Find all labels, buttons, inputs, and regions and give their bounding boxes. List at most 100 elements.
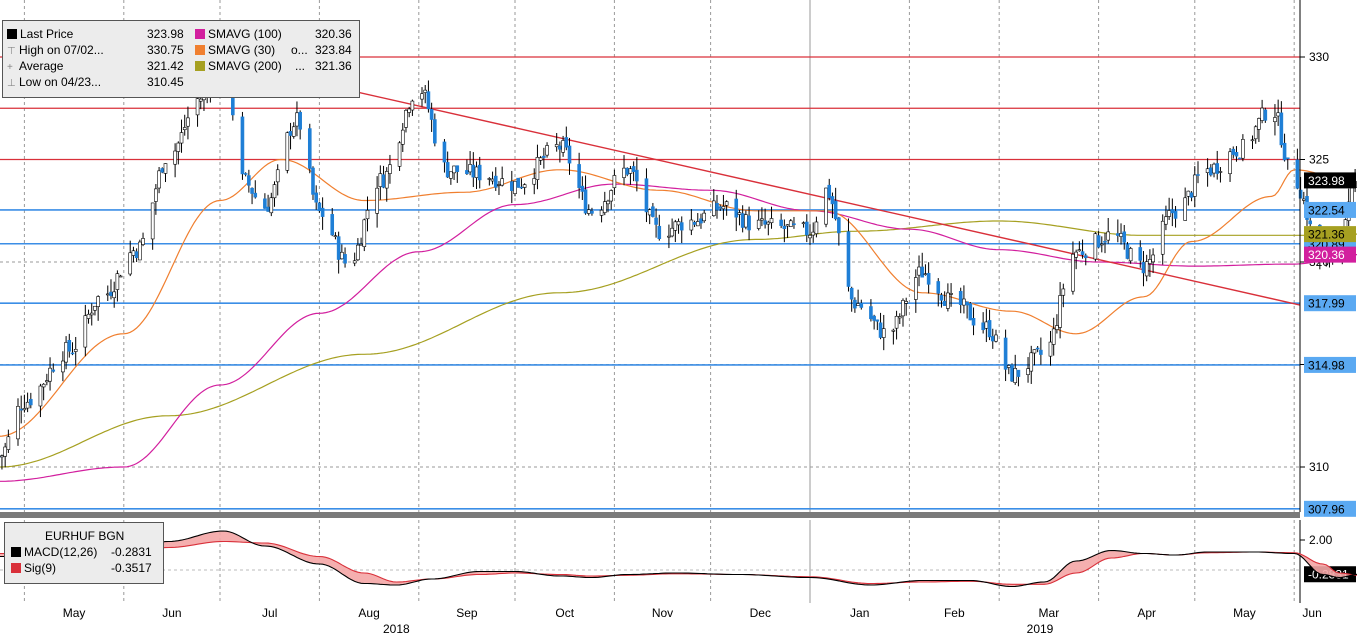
candle: [19, 395, 23, 424]
candle: [490, 171, 495, 185]
candle: [1212, 162, 1216, 178]
candle-body-up: [38, 385, 43, 407]
month-label: Jul: [262, 606, 277, 620]
candle: [1241, 134, 1245, 162]
candle: [253, 180, 258, 199]
sma30-label: SMAVG (30): [208, 43, 276, 57]
candle: [567, 137, 572, 175]
candle-body-down: [433, 119, 437, 144]
candle-body-down: [1010, 364, 1014, 382]
candle: [724, 200, 729, 216]
candle-body-up: [291, 126, 296, 137]
candle-body-down: [307, 128, 312, 169]
sma30-swatch: [195, 45, 205, 55]
candle: [804, 214, 809, 243]
candle-body-down: [920, 266, 925, 278]
sma200-label: 321.36: [1308, 228, 1345, 242]
candle: [692, 220, 697, 228]
candle: [298, 110, 302, 140]
candle-body-down: [19, 408, 23, 411]
candle-body-down: [1231, 148, 1236, 155]
candle-body-down: [442, 141, 447, 163]
candle-body-up: [131, 250, 136, 256]
candle: [853, 297, 857, 313]
candle: [1205, 158, 1210, 187]
candle: [859, 299, 864, 310]
candle: [38, 383, 43, 418]
candle: [827, 178, 832, 201]
candle-body-up: [1106, 231, 1111, 241]
candle-body-down: [926, 272, 931, 285]
candle: [410, 99, 415, 116]
candle-body-up: [333, 235, 338, 238]
candle-body-up: [487, 178, 492, 180]
candle: [474, 161, 479, 189]
candle: [522, 183, 527, 195]
candle-body-down: [1035, 347, 1040, 350]
candle: [22, 394, 27, 413]
candle-body-down: [942, 300, 947, 306]
candle-body-down: [567, 145, 572, 164]
candle-body-down: [516, 177, 521, 188]
candle-body-down: [1279, 112, 1284, 146]
candle-body-up: [602, 201, 607, 213]
candle-body-up: [744, 214, 748, 228]
candle: [872, 314, 876, 330]
legend-sma30: SMAVG (30): [195, 43, 275, 57]
candle-body-up: [423, 89, 428, 93]
candle: [112, 281, 116, 308]
candle-body-up: [808, 235, 812, 239]
candle: [920, 252, 925, 278]
candle-body-up: [1071, 253, 1075, 292]
candle-body-up: [407, 108, 411, 113]
candle: [29, 392, 33, 409]
candle: [712, 189, 716, 217]
candle: [375, 176, 379, 228]
candle-body-down: [654, 217, 658, 225]
candle: [1189, 191, 1194, 202]
candle: [359, 237, 363, 246]
month-label: Nov: [652, 606, 673, 620]
candle-body-down: [429, 109, 434, 120]
legend-high: ⊤ High on 07/02...: [7, 43, 104, 59]
candle-body-down: [253, 192, 258, 198]
candle: [971, 307, 976, 336]
candle-body-down: [1103, 240, 1107, 243]
candle-body-up: [22, 408, 27, 411]
candle-body-down: [651, 206, 655, 217]
candle: [247, 169, 251, 193]
candle: [340, 244, 344, 260]
candle-body-down: [542, 155, 546, 158]
candle-body-down: [747, 215, 751, 231]
candle-body-down: [635, 169, 639, 182]
candle-body-up: [163, 163, 168, 174]
candle: [150, 202, 155, 250]
candle: [397, 141, 402, 171]
candle: [1116, 219, 1120, 243]
candle-body-up: [474, 166, 479, 178]
sma30-value: 323.84: [315, 43, 352, 57]
candle: [445, 151, 450, 179]
candle-body-up: [1128, 248, 1133, 262]
candle: [288, 122, 293, 150]
candle-body-up: [154, 188, 158, 202]
candle-body-up: [1205, 168, 1210, 173]
candle: [269, 192, 274, 217]
candle: [1260, 99, 1264, 124]
level-label-bg: [1304, 356, 1356, 373]
candle-body-down: [1308, 220, 1313, 225]
candle: [320, 197, 325, 230]
candle: [721, 194, 726, 220]
candle: [1029, 345, 1034, 384]
month-label: Dec: [750, 606, 771, 620]
candle: [250, 187, 254, 205]
candle-body-up: [788, 220, 793, 227]
candle: [420, 87, 424, 107]
candle: [1151, 248, 1155, 273]
candle: [1285, 157, 1290, 170]
candle: [782, 219, 787, 243]
candle: [115, 270, 120, 302]
high-marker-icon: ⊤: [7, 46, 16, 57]
candle-body-down: [837, 217, 841, 234]
high-value: 330.75: [147, 43, 184, 57]
